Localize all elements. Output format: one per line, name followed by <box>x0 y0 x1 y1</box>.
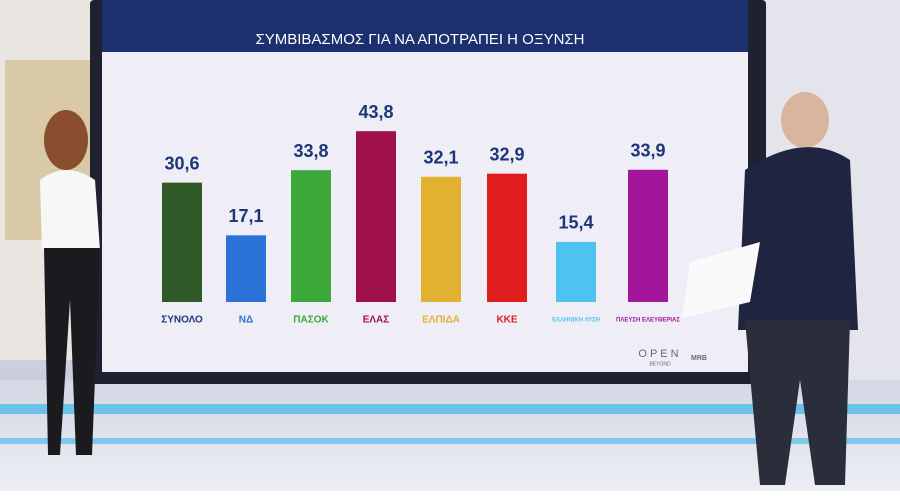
bar <box>291 170 331 302</box>
category-label: ΝΔ <box>239 315 253 326</box>
category-label: ΣΥΝΟΛΟ <box>161 315 203 326</box>
title-bar <box>102 0 748 52</box>
value-label: 33,8 <box>293 141 328 161</box>
channel-logo: OPEN <box>638 348 681 360</box>
bar-chart: 30,6 ΣΥΝΟΛΟ 17,1 ΝΔ 33,8 ΠΑΣΟΚ 43,8 ΕΛΑΣ 32,1 ΕΛΠ… <box>161 102 680 326</box>
bar <box>162 182 202 302</box>
value-label: 15,4 <box>558 213 593 233</box>
light-strip <box>0 438 900 444</box>
value-label: 17,1 <box>228 206 263 226</box>
value-label: 30,6 <box>164 153 199 173</box>
bar <box>226 235 266 302</box>
value-label: 33,9 <box>630 141 665 161</box>
category-label: ΕΛΛΗΝΙΚΗ ΛΥΣΗ <box>552 318 600 324</box>
value-label: 32,9 <box>489 144 524 164</box>
presenter-right <box>682 92 858 485</box>
value-label: 43,8 <box>358 102 393 122</box>
bar <box>487 173 527 302</box>
light-strip <box>0 404 900 414</box>
channel-logo-sub: BEYOND <box>649 361 671 367</box>
pollster-logo: MRB <box>691 355 707 362</box>
chart-title: ΣΥΜΒΙΒΑΣΜΟΣ ΓΙΑ ΝΑ ΑΠΟΤΡΑΠΕΙ Η ΟΞΥΝΣΗ <box>255 31 584 48</box>
category-label: ΕΛΑΣ <box>363 315 390 326</box>
category-label: ΠΑΣΟΚ <box>293 315 329 326</box>
category-label: ΕΛΠΙΔΑ <box>422 315 460 326</box>
presenter-left <box>40 110 100 455</box>
bar <box>628 169 668 302</box>
studio-floor <box>0 380 900 491</box>
bar <box>421 176 461 302</box>
category-label: ΠΛΕΥΣΗ ΕΛΕΥΘΕΡΙΑΣ <box>616 318 680 324</box>
bar <box>356 131 396 302</box>
value-label: 32,1 <box>423 148 458 168</box>
bar <box>556 241 596 302</box>
category-label: ΚΚΕ <box>496 315 517 326</box>
